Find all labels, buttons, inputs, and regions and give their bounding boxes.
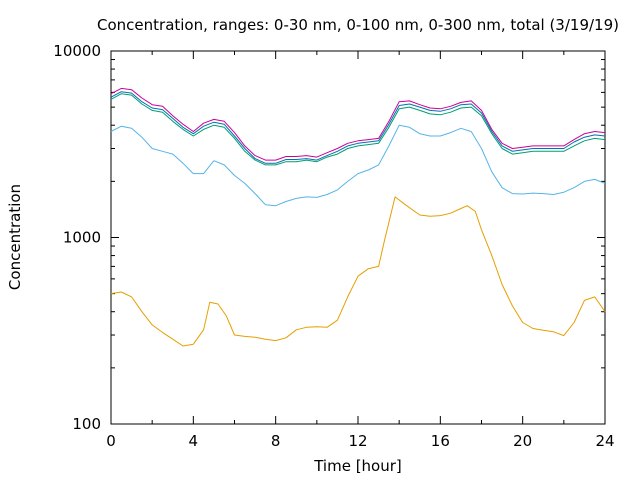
x-tick-label: 4 — [189, 432, 199, 450]
y-axis-label: Concentration — [6, 184, 24, 290]
x-tick-label: 8 — [271, 432, 281, 450]
y-tick-label: 100 — [72, 415, 101, 433]
x-tick-label: 20 — [513, 432, 532, 450]
x-tick-label: 0 — [106, 432, 116, 450]
y-tick-label: 10000 — [53, 42, 101, 60]
series-line-3 — [110, 93, 606, 166]
plot-frame — [110, 50, 606, 425]
series-group — [110, 87, 606, 347]
series-line-5 — [110, 87, 606, 161]
series-line-1 — [110, 196, 606, 347]
x-tick-label: 12 — [348, 432, 367, 450]
y-axis-ticks: 100 1000 10000 — [53, 42, 605, 433]
x-axis-ticks: 0 4 8 12 16 20 24 — [106, 51, 615, 450]
x-tick-label: 24 — [595, 432, 614, 450]
x-tick-label: 16 — [431, 432, 450, 450]
chart-title: Concentration, ranges: 0-30 nm, 0-100 nm… — [97, 16, 619, 34]
y-tick-label: 1000 — [63, 229, 101, 247]
series-line-2 — [110, 124, 606, 207]
plot-area: 0 4 8 12 16 20 24 100 1000 10000 — [53, 42, 614, 450]
series-line-4 — [110, 91, 606, 164]
x-axis-label: Time [hour] — [313, 457, 402, 475]
